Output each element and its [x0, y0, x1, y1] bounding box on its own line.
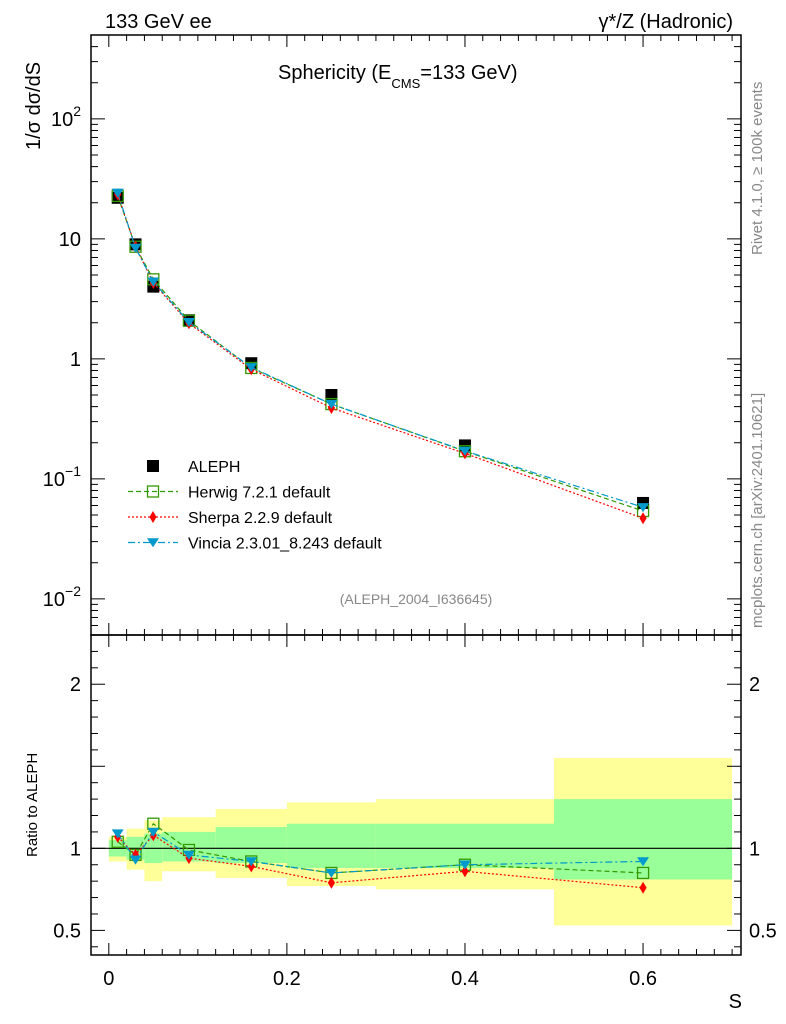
chart-title-main: Sphericity (E — [278, 62, 391, 84]
vincia-ratio-point — [637, 857, 650, 867]
header-left: 133 GeV ee — [105, 11, 212, 33]
sherpa-ratio-line — [117, 834, 644, 889]
vincia-ratio-point — [129, 855, 142, 865]
vincia-ratio-line — [117, 831, 644, 874]
sherpa-ratio-point — [461, 865, 469, 878]
vincia-legend-label: Vincia 2.3.01_8.243 default — [188, 536, 382, 553]
ratio-axis-label: Ratio to ALEPH — [24, 753, 41, 857]
y-tick-label: 1 — [70, 349, 81, 371]
header-right: γ*/Z (Hadronic) — [599, 11, 733, 33]
ratio-tick-label-left: 1 — [70, 838, 81, 860]
sherpa-ratio-point — [639, 881, 647, 894]
herwig-legend-marker — [146, 485, 160, 498]
herwig-legend-label: Herwig 7.2.1 default — [188, 485, 331, 502]
band-green-5 — [286, 823, 376, 869]
y-tick-exp: −2 — [65, 583, 81, 599]
ratio-tick-label-right: 1 — [749, 838, 760, 860]
x-tick-label: 0 — [103, 968, 114, 990]
y-tick-base: 10 — [51, 109, 73, 131]
mcplots-label: mcplots.cern.ch [arXiv:2401.10621] — [749, 393, 766, 628]
y-tick-label: 10−2 — [43, 583, 81, 611]
band-green-4 — [215, 827, 287, 864]
ratio-tick-label-left: 0.5 — [53, 920, 81, 942]
aleph-legend-marker — [147, 460, 159, 472]
chart-title: Sphericity (ECMS=133 GeV) — [278, 62, 518, 91]
x-tick-label: 0.6 — [629, 968, 657, 990]
sherpa-legend-marker — [149, 511, 157, 523]
ratio-frame — [90, 634, 742, 956]
sherpa-ratio-point — [327, 876, 336, 889]
sherpa-legend-label: Sherpa 2.2.9 default — [188, 510, 333, 527]
x-tick-label: 0.2 — [273, 968, 301, 990]
y-axis-label: 1/σ dσ/dS — [23, 62, 45, 150]
rivet-label: Rivet 4.1.0, ≥ 100k events — [749, 82, 766, 255]
y-tick-base: 10 — [43, 469, 65, 491]
vincia-main-point — [325, 399, 338, 409]
y-tick-label: 10−1 — [43, 463, 81, 491]
vincia-main-point — [182, 318, 195, 328]
vincia-ratio-point — [458, 860, 471, 870]
y-tick-exp: −1 — [65, 463, 81, 479]
y-tick-exp: 2 — [73, 103, 81, 119]
aleph-legend-label: ALEPH — [188, 459, 240, 476]
vincia-ratio-point — [111, 829, 124, 839]
vincia-main-point — [147, 277, 160, 287]
x-axis-label: S — [729, 991, 742, 1013]
ratio-tick-label-left: 2 — [70, 674, 81, 696]
herwig-ratio-point — [636, 866, 650, 880]
chart-title-sub: CMS — [391, 76, 420, 91]
sherpa-main-point — [639, 512, 647, 525]
vincia-main-point — [111, 188, 124, 198]
analysis-id: (ALEPH_2004_I636645) — [340, 591, 493, 607]
chart-title-rest: =133 GeV) — [420, 62, 517, 84]
y-tick-label: 102 — [51, 103, 81, 131]
ratio-tick-label-right: 0.5 — [749, 920, 777, 942]
vincia-main-point — [245, 363, 258, 373]
vincia-main-point — [637, 503, 650, 513]
vincia-ratio-point — [325, 868, 338, 878]
ratio-plot-area: 0 0.2 0.4 0.6 0.5 0.5 1 1 2 2 — [53, 634, 777, 990]
vincia-main-point — [129, 243, 142, 253]
ratio-tick-label-right: 2 — [749, 674, 760, 696]
vincia-main-point — [458, 446, 471, 456]
vincia-ratio-point — [245, 857, 258, 867]
sherpa-main-line — [117, 194, 644, 519]
vincia-ratio-point — [147, 827, 160, 837]
legend: ALEPH Herwig 7.2.1 default Sherpa 2.2.9 de… — [128, 459, 382, 553]
x-tick-label: 0.4 — [451, 968, 479, 990]
vincia-main-line — [117, 192, 644, 508]
y-tick-base: 10 — [43, 589, 65, 611]
vincia-ratio-point — [182, 850, 195, 860]
vincia-legend-marker — [147, 538, 159, 548]
y-tick-label: 10 — [59, 229, 81, 251]
